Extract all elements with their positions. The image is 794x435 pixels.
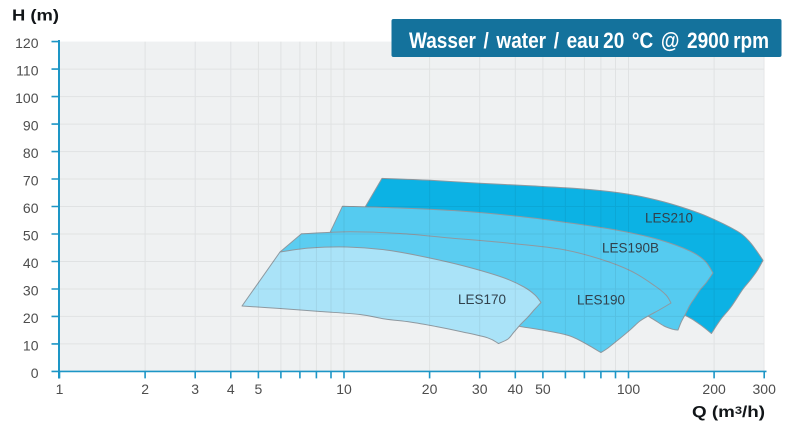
svg-text:10: 10 — [336, 381, 352, 397]
svg-text:H (m): H (m) — [12, 8, 59, 25]
svg-text:0: 0 — [31, 365, 39, 381]
svg-text:Wasser / water / eau 20 °: Wasser / water / eau 20 °C @ 2900 rpm — [409, 28, 769, 53]
svg-text:LES170: LES170 — [458, 292, 506, 307]
svg-text:10: 10 — [23, 337, 39, 353]
svg-text:LES190: LES190 — [577, 293, 625, 308]
svg-text:100: 100 — [15, 90, 39, 106]
svg-text:40: 40 — [508, 381, 524, 397]
svg-text:LES190B: LES190B — [602, 241, 659, 256]
svg-text:60: 60 — [23, 200, 39, 216]
svg-text:4: 4 — [227, 381, 235, 397]
svg-text:300: 300 — [753, 381, 777, 397]
svg-text:50: 50 — [23, 228, 39, 244]
svg-text:30: 30 — [472, 381, 488, 397]
svg-text:Q (m3/h): Q (m 3/h) — [692, 404, 765, 421]
svg-text:20: 20 — [422, 381, 438, 397]
svg-text:80: 80 — [23, 145, 39, 161]
svg-text:20: 20 — [23, 310, 39, 326]
svg-text:3: 3 — [191, 381, 199, 397]
svg-text:120: 120 — [15, 35, 39, 51]
svg-text:40: 40 — [23, 255, 39, 271]
svg-text:70: 70 — [23, 173, 39, 189]
svg-text:30: 30 — [23, 283, 39, 299]
svg-text:200: 200 — [702, 381, 726, 397]
svg-text:LES210: LES210 — [645, 211, 693, 226]
svg-text:100: 100 — [617, 381, 641, 397]
svg-text:110: 110 — [16, 63, 39, 79]
svg-text:1: 1 — [56, 381, 64, 397]
svg-text:50: 50 — [535, 381, 551, 397]
svg-text:2: 2 — [141, 381, 149, 397]
svg-text:90: 90 — [23, 118, 39, 134]
svg-text:5: 5 — [255, 381, 263, 397]
